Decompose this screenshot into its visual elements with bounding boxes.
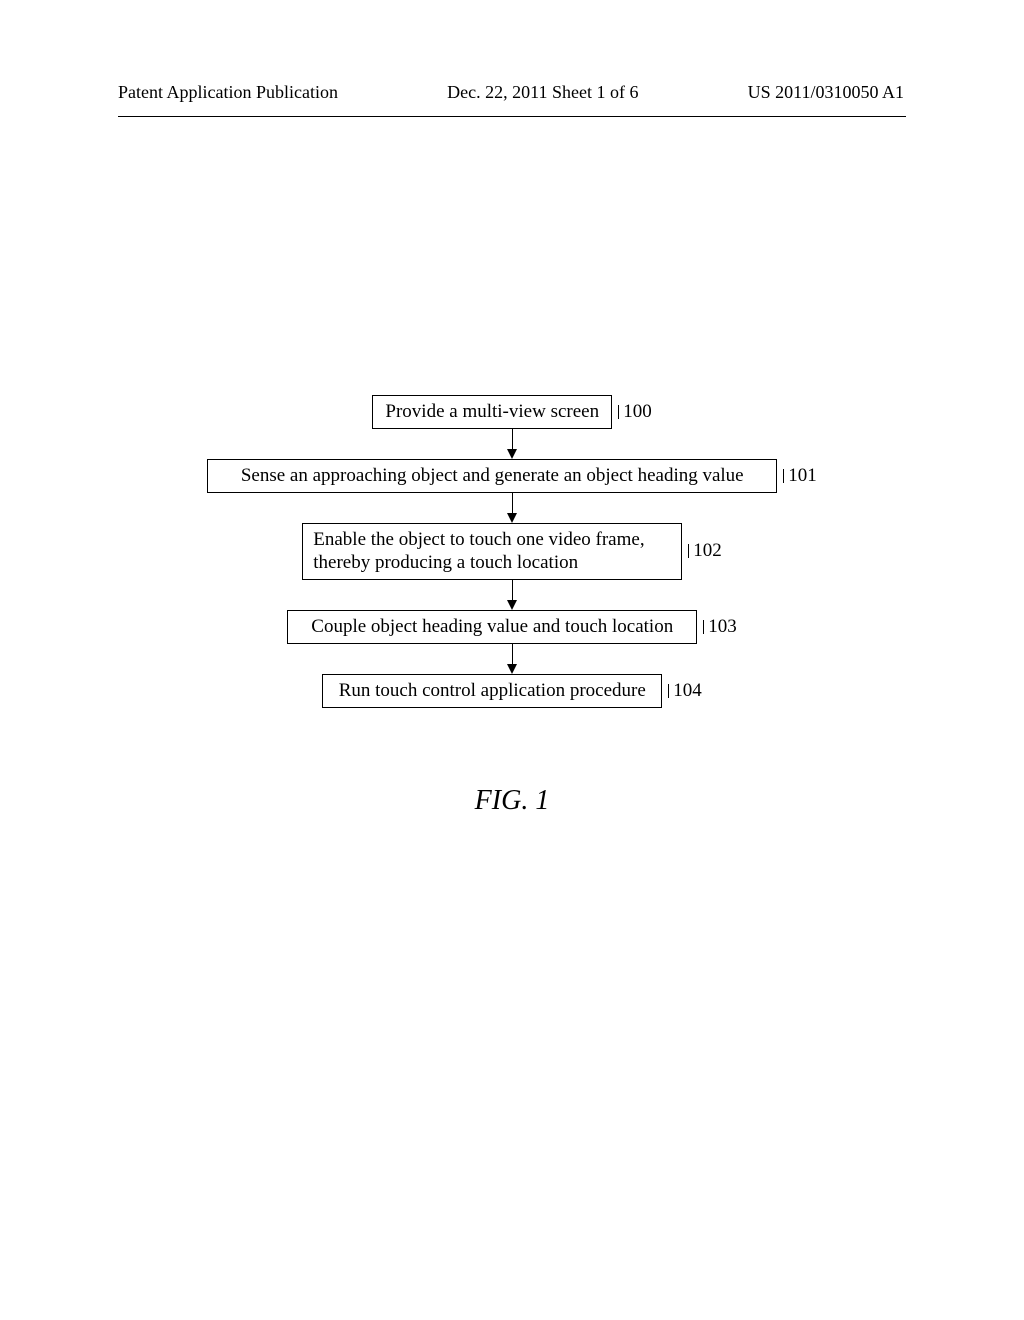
flowchart: Provide a multi-view screen 100 Sense an a… xyxy=(0,395,1024,708)
arrow-shaft xyxy=(512,580,513,601)
figure-label: FIG. 1 xyxy=(0,785,1024,817)
page: Patent Application Publication Dec. 22, … xyxy=(0,0,1024,1320)
flow-box-101: Sense an approaching object and generate… xyxy=(207,459,777,493)
arrow-shaft xyxy=(512,644,513,665)
flow-ref-101: 101 xyxy=(783,465,817,487)
flow-arrow-100 xyxy=(512,429,513,459)
flow-box-104: Run touch control application procedure xyxy=(322,674,662,708)
flow-box-103: Couple object heading value and touch lo… xyxy=(287,610,697,644)
flow-ref-104: 104 xyxy=(668,680,702,702)
header-left: Patent Application Publication xyxy=(118,82,338,103)
header-right: US 2011/0310050 A1 xyxy=(748,82,904,103)
flow-box-102: Enable the object to touch one video fra… xyxy=(302,523,682,581)
flow-step-103: Couple object heading value and touch lo… xyxy=(0,610,1024,644)
flow-ref-100: 100 xyxy=(618,401,652,423)
header-center: Dec. 22, 2011 Sheet 1 of 6 xyxy=(447,82,638,103)
flow-arrow-102 xyxy=(512,580,513,610)
flow-step-104: Run touch control application procedure 1… xyxy=(0,674,1024,708)
page-header: Patent Application Publication Dec. 22, … xyxy=(0,82,1024,103)
flow-step-102: Enable the object to touch one video fra… xyxy=(0,523,1024,581)
flow-step-101: Sense an approaching object and generate… xyxy=(0,459,1024,493)
flow-arrow-103 xyxy=(512,644,513,674)
flow-arrow-101 xyxy=(512,493,513,523)
arrow-shaft xyxy=(512,493,513,514)
arrow-head-icon xyxy=(507,664,517,674)
arrow-shaft xyxy=(512,429,513,450)
flow-ref-103: 103 xyxy=(703,616,737,638)
arrow-head-icon xyxy=(507,449,517,459)
arrow-head-icon xyxy=(507,513,517,523)
flow-box-100: Provide a multi-view screen xyxy=(372,395,612,429)
flow-ref-102: 102 xyxy=(688,540,722,562)
arrow-head-icon xyxy=(507,600,517,610)
header-rule xyxy=(118,116,906,117)
flow-step-100: Provide a multi-view screen 100 xyxy=(0,395,1024,429)
